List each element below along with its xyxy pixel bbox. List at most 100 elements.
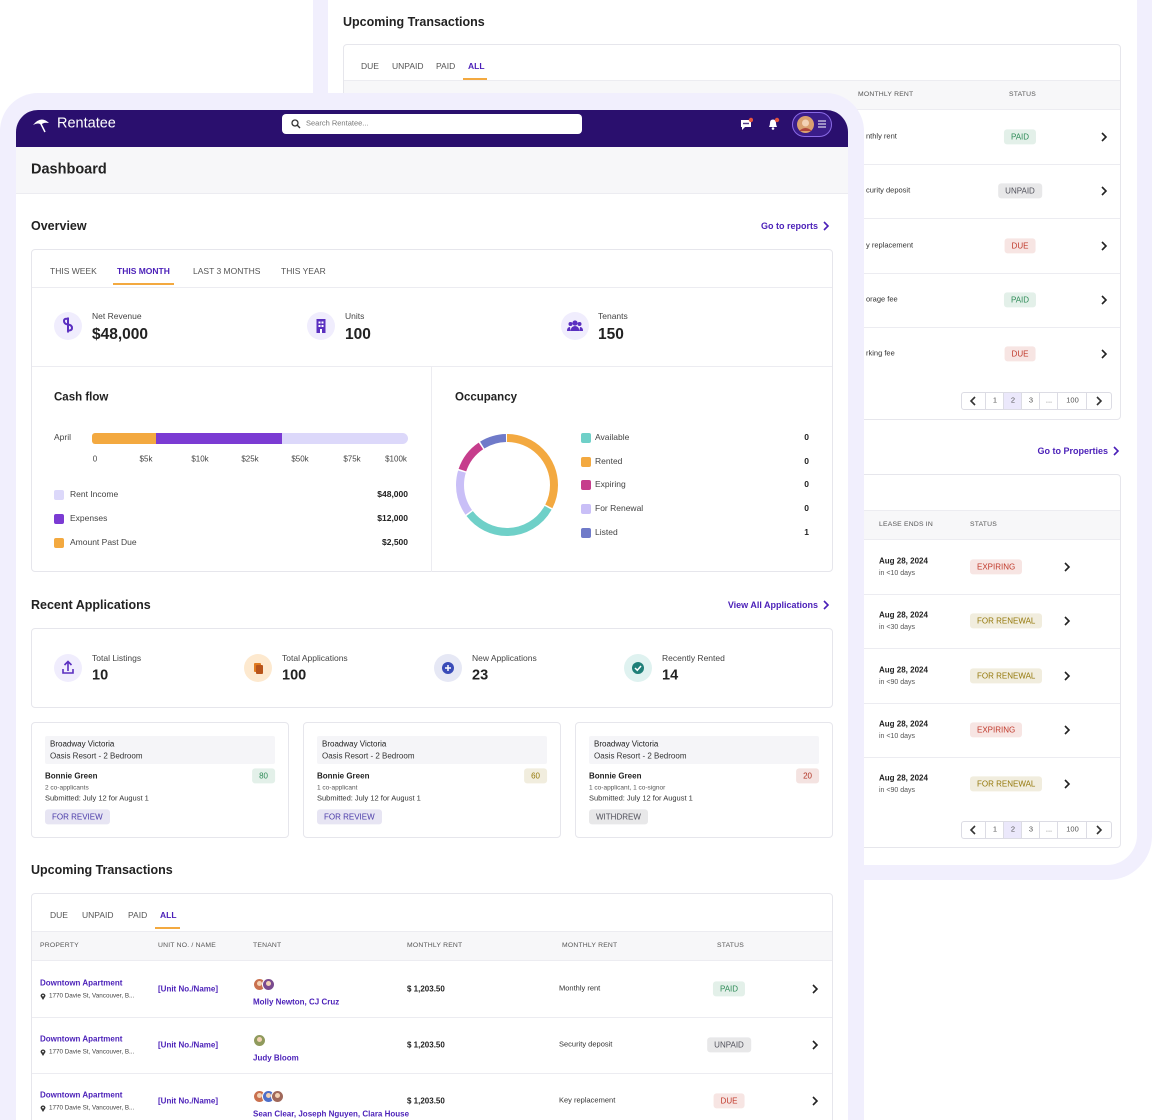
tab[interactable]: UNPAID: [392, 61, 424, 72]
chevron[interactable]: [822, 599, 830, 611]
search-placeholder[interactable]: Search Rentatee...: [306, 118, 369, 128]
tab[interactable]: PAID: [128, 910, 148, 921]
menu-icon[interactable]: [817, 119, 827, 129]
chevron[interactable]: [811, 1039, 819, 1051]
chevron[interactable]: [1100, 348, 1108, 360]
tab[interactable]: DUE: [361, 61, 379, 72]
pager-label[interactable]: 3: [1028, 824, 1034, 834]
bell-icon[interactable]: [766, 117, 780, 131]
property-name[interactable]: Downtown Apartment: [40, 978, 123, 988]
tenant-name[interactable]: Molly Newton, CJ Cruz: [253, 997, 340, 1007]
chevron[interactable]: [1063, 561, 1071, 573]
pager-label[interactable]: 2: [1010, 395, 1016, 405]
pager-label[interactable]: 1: [992, 395, 998, 405]
pager-page[interactable]: [1040, 392, 1058, 410]
chevron[interactable]: [1100, 294, 1108, 306]
stat-label: Units: [345, 311, 365, 322]
chevron[interactable]: [1063, 615, 1071, 627]
chevron[interactable]: [1095, 395, 1103, 407]
pager-label[interactable]: 3: [1028, 395, 1034, 405]
unit-name[interactable]: [Unit No./Name]: [158, 1096, 218, 1106]
rent-amount: $ 1,203.50: [407, 1040, 445, 1050]
chevron[interactable]: [1063, 670, 1071, 682]
pager-page[interactable]: [986, 392, 1004, 410]
chevron[interactable]: [1100, 240, 1108, 252]
pager-button[interactable]: [961, 392, 986, 410]
divider: [32, 287, 832, 288]
pager-page[interactable]: [986, 821, 1004, 839]
chevron[interactable]: [1063, 778, 1071, 790]
chevron[interactable]: [811, 983, 819, 995]
tab[interactable]: LAST 3 MONTHS: [193, 266, 261, 277]
pager-page[interactable]: [1058, 392, 1087, 410]
pager-label[interactable]: 2: [1010, 824, 1016, 834]
search-box[interactable]: [282, 114, 582, 134]
tenant-name[interactable]: Sean Clear, Joseph Nguyen, Clara House: [253, 1109, 410, 1119]
icon-part: [257, 1093, 262, 1098]
icon-part: [969, 825, 976, 835]
tab[interactable]: DUE: [50, 910, 68, 921]
link[interactable]: Go to reports: [760, 220, 818, 231]
pager-label[interactable]: 1: [992, 824, 998, 834]
application-card[interactable]: [303, 722, 561, 838]
icon-part: [1096, 825, 1103, 835]
icon-part: [812, 1040, 819, 1050]
pager-button[interactable]: [1087, 392, 1112, 410]
pager-page[interactable]: [1040, 821, 1058, 839]
property-name[interactable]: Downtown Apartment: [40, 1090, 123, 1100]
icon-part: [40, 1049, 46, 1056]
tab[interactable]: ALL: [468, 61, 485, 72]
tab[interactable]: PAID: [436, 61, 456, 72]
chevron[interactable]: [969, 395, 977, 407]
tenant-avatar: [271, 1090, 284, 1103]
unit-name[interactable]: [Unit No./Name]: [158, 1040, 218, 1050]
application-card[interactable]: [31, 722, 289, 838]
pager-label[interactable]: ...: [1045, 824, 1053, 834]
unit-name[interactable]: [Unit No./Name]: [158, 984, 218, 994]
pager-label[interactable]: ...: [1045, 395, 1053, 405]
co-applicants: 2 co-applicants: [45, 784, 89, 792]
pager-page[interactable]: [1004, 392, 1022, 410]
icon-part: [291, 119, 301, 129]
pager-label[interactable]: 100: [1066, 824, 1079, 834]
chevron[interactable]: [1100, 185, 1108, 197]
applicant-name: Bonnie Green: [317, 771, 370, 781]
icon-part: [40, 1105, 46, 1112]
icon-part: [812, 984, 819, 994]
pager-page[interactable]: [1058, 821, 1087, 839]
tab[interactable]: ALL: [160, 910, 177, 921]
icon-part: [257, 1037, 262, 1042]
link[interactable]: Go to Properties: [1037, 445, 1108, 456]
property-name[interactable]: Downtown Apartment: [40, 1034, 123, 1044]
tab[interactable]: UNPAID: [82, 910, 114, 921]
icon-part: [42, 1106, 44, 1109]
icon-part: [40, 993, 46, 1000]
pager-button[interactable]: [961, 821, 986, 839]
link[interactable]: View All Applications: [727, 599, 818, 610]
tenant-name[interactable]: Judy Bloom: [253, 1053, 299, 1063]
chevron[interactable]: [969, 824, 977, 836]
chevron[interactable]: [822, 220, 830, 232]
pager-button[interactable]: [1087, 821, 1112, 839]
chevron[interactable]: [1063, 724, 1071, 736]
chevron[interactable]: [1112, 445, 1120, 457]
pager-page[interactable]: [1022, 392, 1040, 410]
chevron[interactable]: [1095, 824, 1103, 836]
tab[interactable]: THIS MONTH: [117, 266, 170, 277]
application-card[interactable]: [575, 722, 833, 838]
stat-value: 10: [92, 667, 109, 684]
status-badge: FOR REVIEW: [45, 809, 110, 825]
lease-due: in <10 days: [879, 732, 915, 740]
chevron[interactable]: [1100, 131, 1108, 143]
tab[interactable]: THIS WEEK: [50, 266, 97, 277]
icon-part: [42, 1050, 44, 1053]
pager-label[interactable]: 100: [1066, 395, 1079, 405]
tab[interactable]: THIS YEAR: [281, 266, 326, 277]
chevron[interactable]: [811, 1095, 819, 1107]
pager-page[interactable]: [1022, 821, 1040, 839]
status-badge: PAID: [1003, 292, 1037, 308]
chat-icon[interactable]: [739, 117, 753, 131]
status-badge: WITHDREW: [589, 809, 648, 825]
legend-value: 0: [804, 503, 809, 514]
pager-page[interactable]: [1004, 821, 1022, 839]
